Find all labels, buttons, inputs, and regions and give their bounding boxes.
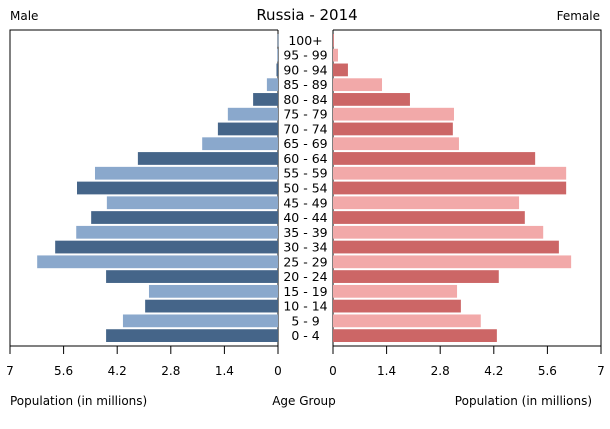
- age-group-label: 0 - 4: [291, 328, 319, 343]
- x-axis-label-left: Population (in millions): [10, 394, 147, 408]
- bar-female-6: [333, 122, 453, 136]
- bar-male-18: [145, 299, 278, 313]
- age-group-label: 65 - 69: [283, 136, 327, 151]
- bar-female-20: [333, 329, 497, 342]
- age-group-label: 100+: [288, 33, 322, 48]
- age-group-label: 15 - 19: [283, 284, 327, 299]
- left-tick-label: 1.4: [215, 364, 234, 378]
- age-group-label: 20 - 24: [283, 269, 327, 284]
- bar-female-8: [333, 152, 536, 165]
- bar-female-17: [333, 284, 458, 298]
- bar-female-14: [333, 240, 559, 254]
- bar-male-9: [94, 166, 278, 180]
- bar-female-18: [333, 299, 461, 313]
- male-label: Male: [10, 9, 38, 23]
- left-plot-frame: [9, 29, 278, 347]
- age-group-label: 50 - 54: [283, 181, 327, 196]
- bar-female-13: [333, 225, 544, 239]
- age-group-label: 40 - 44: [283, 210, 327, 225]
- left-tick-label: 7: [6, 364, 14, 378]
- bar-male-8: [137, 152, 278, 165]
- bar-male-17: [148, 284, 278, 298]
- age-group-label: 80 - 84: [283, 92, 327, 107]
- bar-male-6: [217, 122, 278, 136]
- bar-male-7: [202, 137, 278, 151]
- bar-female-4: [333, 93, 410, 106]
- left-tick-label: 4.2: [108, 364, 127, 378]
- x-axis-label-right: Population (in millions): [455, 394, 592, 408]
- bar-male-16: [106, 270, 279, 283]
- bar-male-3: [266, 78, 278, 92]
- bar-male-13: [76, 225, 278, 239]
- bar-female-11: [333, 196, 520, 210]
- age-group-label: 25 - 29: [283, 254, 327, 269]
- right-tick-label: 5.6: [538, 364, 557, 378]
- age-group-label: 95 - 99: [283, 48, 327, 63]
- x-axis-label-center: Age Group: [272, 394, 336, 408]
- bar-male-1: [277, 48, 279, 62]
- age-group-label: 30 - 34: [283, 240, 327, 255]
- right-tick-label: 0: [329, 364, 337, 378]
- bar-female-3: [333, 78, 383, 92]
- right-tick-label: 2.8: [431, 364, 450, 378]
- bar-male-5: [227, 107, 278, 121]
- age-group-label: 90 - 94: [283, 62, 327, 77]
- age-group-label: 5 - 9: [291, 313, 319, 328]
- female-label: Female: [557, 9, 600, 23]
- bar-male-14: [55, 240, 279, 254]
- bar-female-12: [333, 211, 525, 224]
- right-plot-frame: [333, 29, 602, 347]
- age-group-label: 75 - 79: [283, 107, 327, 122]
- bar-male-11: [106, 196, 278, 210]
- bar-female-10: [333, 181, 567, 195]
- right-tick-label: 4.2: [484, 364, 503, 378]
- age-group-label: 70 - 74: [283, 121, 327, 136]
- left-tick-label: 2.8: [161, 364, 180, 378]
- bar-female-9: [333, 166, 567, 180]
- bar-male-15: [37, 255, 278, 269]
- bar-female-19: [333, 314, 481, 328]
- bar-male-19: [122, 314, 278, 328]
- bar-male-12: [91, 211, 278, 224]
- right-tick-label: 7: [597, 364, 605, 378]
- age-group-label: 45 - 49: [283, 195, 327, 210]
- left-tick-label: 5.6: [54, 364, 73, 378]
- bar-female-16: [333, 270, 499, 283]
- bar-male-20: [106, 329, 279, 342]
- bar-female-2: [333, 63, 348, 77]
- bar-male-0: [277, 34, 279, 47]
- age-group-label: 10 - 14: [283, 299, 327, 314]
- bar-female-15: [333, 255, 572, 269]
- age-group-label: 85 - 89: [283, 77, 327, 92]
- age-group-label: 60 - 64: [283, 151, 327, 166]
- bar-female-0: [333, 34, 334, 47]
- bar-male-4: [253, 93, 278, 106]
- left-tick-label: 0: [274, 364, 282, 378]
- bar-female-7: [333, 137, 459, 151]
- age-group-label: 55 - 59: [283, 166, 327, 181]
- right-tick-label: 1.4: [377, 364, 396, 378]
- chart-title: Russia - 2014: [256, 6, 357, 24]
- bar-male-10: [77, 181, 278, 195]
- bar-female-5: [333, 107, 454, 121]
- bar-male-2: [276, 63, 278, 77]
- bar-female-1: [333, 48, 338, 62]
- age-group-label: 35 - 39: [283, 225, 327, 240]
